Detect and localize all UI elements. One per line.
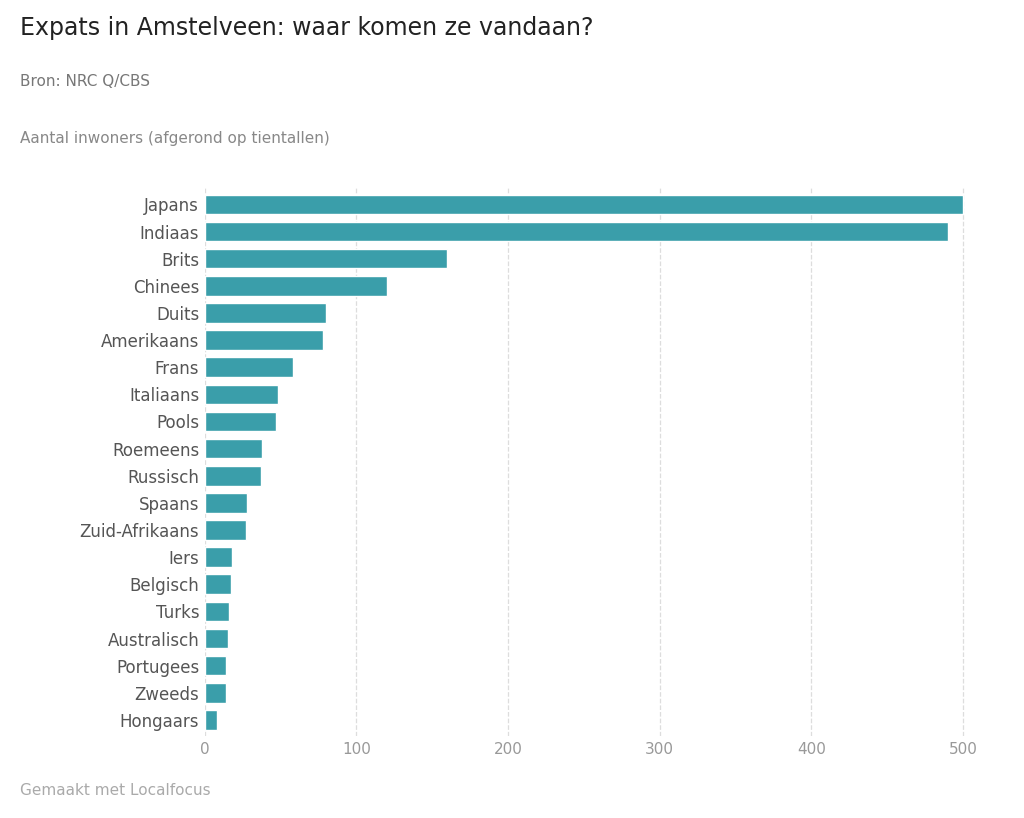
Bar (205, 574, 230, 594)
Bar (205, 357, 293, 377)
Text: Bron: NRC Q/CBS: Bron: NRC Q/CBS (20, 74, 151, 88)
Bar (205, 683, 226, 703)
Bar (205, 330, 324, 350)
Bar (205, 276, 387, 295)
Bar (205, 438, 262, 458)
Bar (205, 303, 326, 323)
Bar (205, 466, 261, 486)
Bar (205, 195, 963, 214)
Bar (205, 384, 278, 404)
Text: Gemaakt met Localfocus: Gemaakt met Localfocus (20, 783, 211, 798)
Text: Aantal inwoners (afgerond op tientallen): Aantal inwoners (afgerond op tientallen) (20, 131, 330, 146)
Bar (205, 222, 948, 241)
Bar (205, 493, 247, 513)
Bar (205, 547, 232, 567)
Bar (205, 629, 227, 649)
Bar (205, 656, 226, 676)
Bar (205, 249, 447, 268)
Text: Expats in Amstelveen: waar komen ze vandaan?: Expats in Amstelveen: waar komen ze vand… (20, 16, 594, 40)
Bar (205, 601, 229, 621)
Bar (205, 411, 276, 431)
Bar (205, 520, 246, 540)
Bar (205, 710, 217, 730)
